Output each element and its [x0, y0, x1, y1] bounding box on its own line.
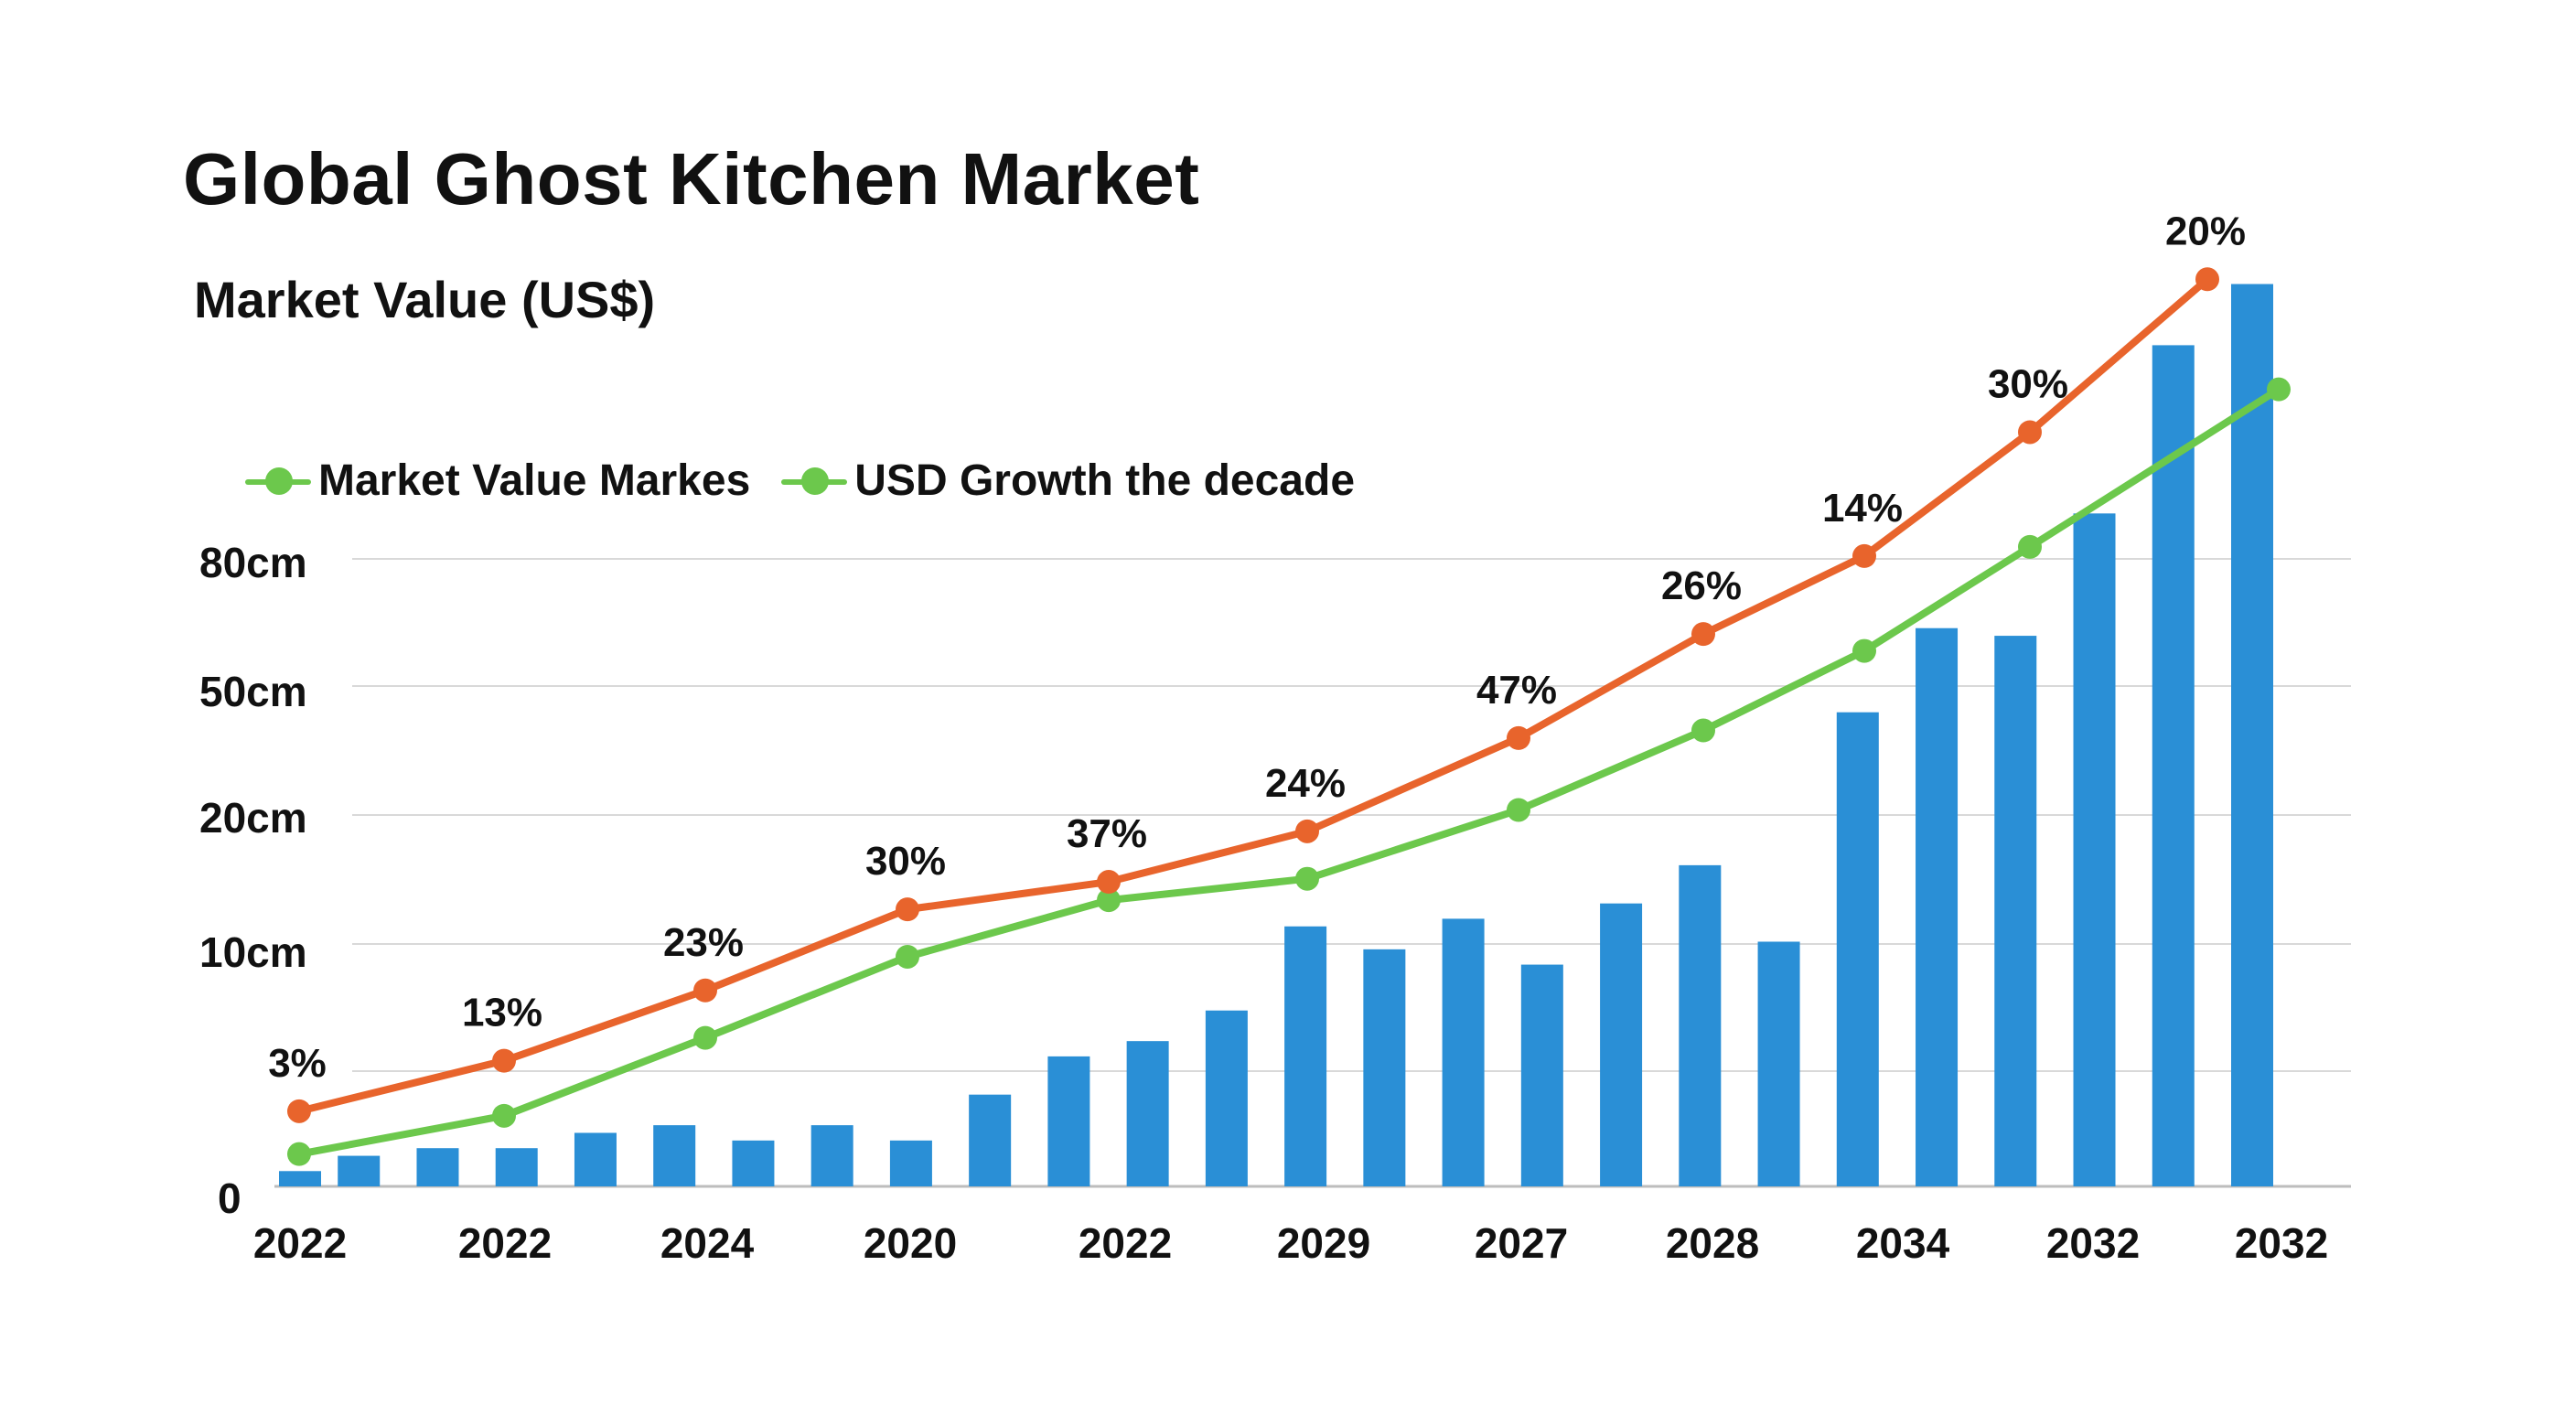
y-tick-label: 0 [218, 1174, 242, 1222]
bar [279, 1171, 321, 1186]
bar [1757, 941, 1800, 1186]
orange-point [492, 1048, 516, 1073]
x-tick-label: 2027 [1475, 1219, 1568, 1267]
bar [1679, 864, 1722, 1186]
y-tick-label: 10cm [199, 928, 307, 976]
legend-label: USD Growth the decade [854, 456, 1356, 505]
orange-point [1507, 725, 1530, 750]
x-tick-label: 2022 [1079, 1219, 1172, 1267]
green-point [1852, 638, 1876, 663]
bar [1126, 1041, 1169, 1186]
green-point [492, 1103, 516, 1128]
green-point [896, 944, 919, 969]
orange-point [1691, 622, 1715, 647]
bar [1836, 712, 1879, 1186]
bar [338, 1155, 381, 1186]
legend-dot [265, 467, 293, 495]
chart-title: Global Ghost Kitchen Market [183, 138, 1200, 220]
legend-swatch-icon [245, 467, 311, 495]
data-label: 30% [865, 839, 946, 884]
bar [1205, 1010, 1248, 1186]
orange-point [287, 1099, 311, 1123]
green-point [1507, 798, 1530, 822]
legend-item-market-value: Market Value Markes [245, 456, 750, 506]
y-tick-label: 80cm [199, 539, 307, 586]
bar [1442, 918, 1485, 1186]
bar [1284, 926, 1327, 1186]
x-tick-label: 2028 [1666, 1219, 1759, 1267]
x-tick-label: 2022 [458, 1219, 552, 1267]
bar [2073, 513, 2116, 1186]
bar [969, 1094, 1012, 1186]
x-tick-label: 2024 [660, 1219, 755, 1267]
legend: Market Value Markes USD Growth the decad… [245, 456, 1386, 506]
bar [1047, 1056, 1090, 1186]
green-point [2267, 377, 2291, 402]
orange-point [1852, 543, 1876, 568]
bar [732, 1140, 775, 1186]
bar [653, 1125, 696, 1186]
orange-point [693, 978, 717, 1003]
data-label: 30% [1988, 361, 2068, 406]
bar [2231, 284, 2273, 1186]
data-label: 37% [1067, 811, 1147, 856]
legend-dot [801, 467, 830, 495]
green-point [1097, 888, 1121, 913]
bar [495, 1148, 538, 1186]
x-tick-label: 2029 [1277, 1219, 1370, 1267]
chart-subtitle: Market Value (US$) [194, 271, 656, 328]
orange-point [896, 897, 919, 922]
legend-label: Market Value Markes [318, 456, 751, 505]
orange-point [2195, 267, 2219, 292]
orange-point [2018, 420, 2042, 445]
data-label: 13% [462, 991, 542, 1035]
legend-item-usd-growth: USD Growth the decade [781, 456, 1355, 506]
data-label: 26% [1661, 563, 1742, 608]
x-tick-label: 2032 [2046, 1219, 2140, 1267]
data-label: 24% [1265, 761, 1346, 806]
green-point [287, 1142, 311, 1166]
y-tick-label: 50cm [199, 668, 307, 715]
x-tick-label: 2034 [1856, 1219, 1950, 1267]
data-label: 14% [1822, 486, 1903, 531]
data-label: 3% [268, 1041, 327, 1086]
bar [416, 1148, 459, 1186]
legend-swatch-icon [781, 467, 848, 495]
bar [1520, 964, 1563, 1186]
bar [1600, 903, 1643, 1186]
green-point [1691, 718, 1715, 743]
orange-point [1097, 870, 1121, 895]
bar [1363, 949, 1406, 1186]
bar [1916, 627, 1959, 1186]
data-label: 23% [663, 920, 744, 965]
data-label: 47% [1476, 668, 1557, 713]
x-tick-label: 2020 [864, 1219, 957, 1267]
bar [889, 1140, 932, 1186]
bar [2152, 345, 2195, 1186]
green-point [1295, 866, 1319, 891]
green-point [2018, 534, 2042, 559]
x-tick-label: 2032 [2235, 1219, 2328, 1267]
bar [810, 1125, 853, 1186]
bar [574, 1132, 617, 1186]
data-label: 20% [2165, 209, 2246, 253]
x-tick-label: 2022 [253, 1219, 347, 1267]
bar [1994, 636, 2037, 1186]
orange-point [1295, 819, 1319, 843]
green-point [693, 1025, 717, 1050]
y-tick-label: 20cm [199, 794, 307, 842]
